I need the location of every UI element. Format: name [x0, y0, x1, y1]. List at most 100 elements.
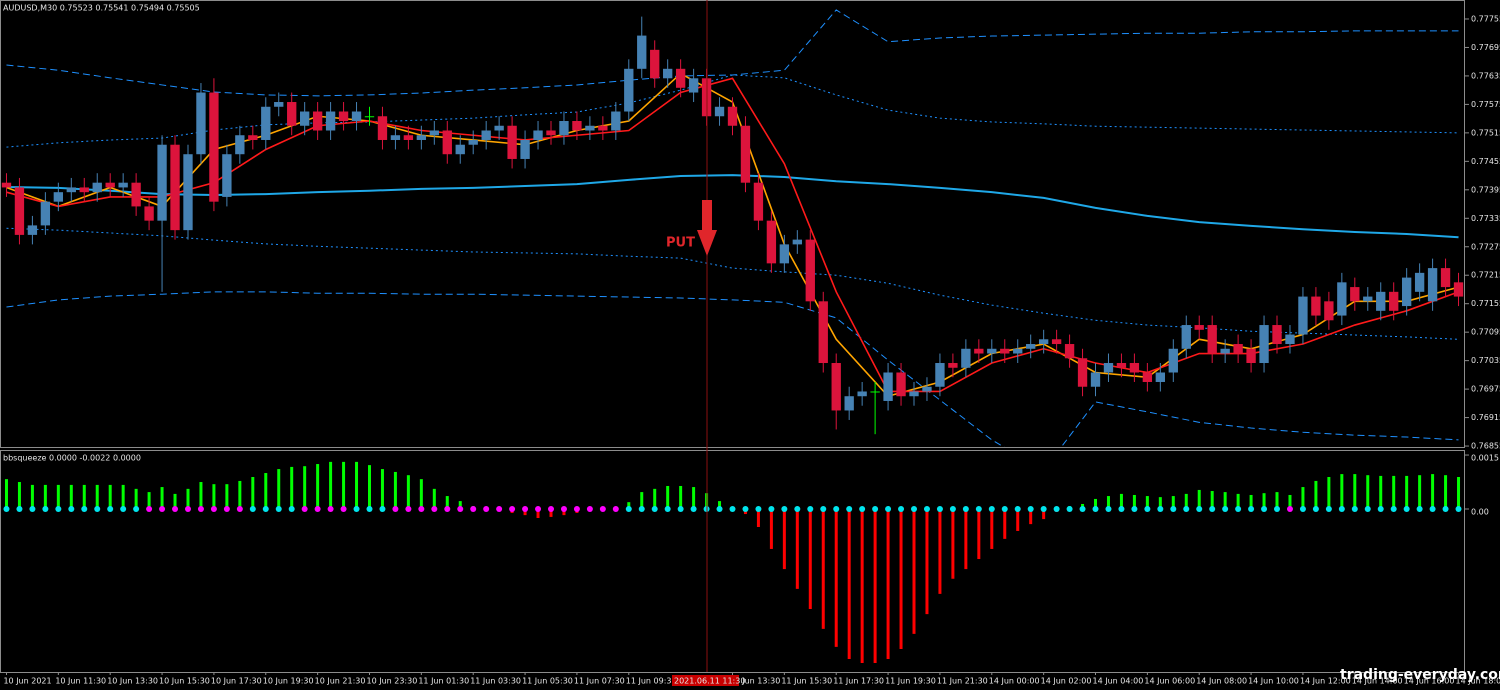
candle-body — [235, 135, 245, 155]
squeeze-dot — [431, 506, 438, 513]
candle-body — [131, 182, 141, 207]
candle-body — [559, 121, 569, 136]
candle-body — [1220, 348, 1230, 354]
squeeze-dot — [690, 506, 697, 513]
candle-body — [1350, 287, 1360, 302]
squeeze-dot — [833, 506, 840, 513]
squeeze-dot — [288, 506, 295, 513]
candle-body — [1311, 296, 1321, 316]
squeeze-dot — [496, 506, 503, 513]
candle-body — [1103, 363, 1114, 373]
candle-body — [1181, 325, 1191, 349]
y-tick-label: 0.77335 — [1471, 214, 1500, 223]
squeeze-dot — [1222, 506, 1229, 513]
candle-body — [1168, 348, 1178, 373]
squeeze-dot — [1429, 506, 1436, 513]
squeeze-dot — [1261, 506, 1268, 513]
squeeze-dot — [781, 506, 788, 513]
candle-body — [1389, 291, 1399, 311]
y-tick-label: 0.77695 — [1471, 43, 1500, 52]
candle-body — [261, 106, 271, 140]
squeeze-dot — [444, 506, 451, 513]
candle-body — [1401, 277, 1412, 307]
squeeze-dot — [1014, 506, 1021, 513]
candle-body — [1000, 348, 1010, 354]
x-tick-label: 10 Jun 17:30 — [211, 677, 262, 686]
squeeze-dot — [509, 506, 516, 513]
squeeze-dot — [677, 506, 684, 513]
squeeze-dot — [81, 506, 88, 513]
squeeze-dot — [470, 506, 477, 513]
candle-body — [183, 154, 193, 231]
candle-body — [209, 92, 219, 202]
squeeze-dot — [172, 506, 179, 513]
candle-body — [481, 130, 491, 140]
y-tick-label: 0.77755 — [1471, 14, 1500, 23]
squeeze-dot — [236, 506, 243, 513]
candle-body — [922, 386, 932, 392]
candle-body — [274, 102, 284, 107]
candle-body — [66, 187, 76, 193]
candle-body — [325, 111, 336, 131]
candle-body — [377, 116, 388, 140]
x-tick-label: 14 Jun 10:00 — [1248, 677, 1299, 686]
y-tick-label: 0.76915 — [1471, 413, 1500, 422]
squeeze-dot — [742, 506, 749, 513]
y-tick-label: 0.77215 — [1471, 271, 1500, 280]
squeeze-dot — [68, 506, 75, 513]
candle-body — [844, 396, 854, 411]
candle-body — [883, 372, 893, 401]
y-tick-label: 0.77395 — [1471, 185, 1500, 194]
squeeze-dot — [1066, 506, 1073, 513]
squeeze-dot — [55, 506, 62, 513]
candle-body — [390, 135, 401, 140]
candle-body — [740, 125, 751, 183]
candle-body — [688, 78, 699, 93]
x-tick-label: 11 Jun 13:30 — [730, 677, 781, 686]
candle-body — [624, 68, 634, 112]
squeeze-dot — [1299, 506, 1306, 513]
squeeze-dot — [366, 506, 373, 513]
candle-body — [1233, 344, 1243, 354]
squeeze-dot — [820, 506, 827, 513]
candle-body — [118, 182, 128, 188]
indicator-line — [6, 77, 1459, 393]
candle-body — [585, 125, 595, 131]
y-tick-label: 0.77635 — [1471, 71, 1500, 80]
squeeze-dot — [223, 506, 230, 513]
candle-body — [870, 391, 880, 393]
squeeze-dot — [586, 506, 593, 513]
candle-body — [1324, 301, 1334, 321]
x-tick-label: 14 Jun 12:00 — [1300, 677, 1351, 686]
squeeze-dot — [184, 506, 191, 513]
squeeze-dot — [1118, 506, 1125, 513]
candle-body — [1453, 282, 1464, 297]
squeeze-dot — [159, 506, 166, 513]
x-tick-label: 11 Jun 05:30 — [522, 677, 573, 686]
squeeze-dot — [1092, 506, 1099, 513]
squeeze-dot — [1131, 506, 1138, 513]
squeeze-dot — [1338, 506, 1345, 513]
candle-body — [442, 130, 452, 155]
candle-body — [1051, 339, 1062, 345]
squeeze-dot — [1183, 506, 1190, 513]
candle-body — [935, 363, 945, 387]
candle-body — [714, 106, 725, 117]
candle-body — [1013, 348, 1023, 354]
squeeze-dot — [1455, 506, 1462, 513]
candle-body — [92, 182, 102, 193]
x-tick-label: 11 Jun 03:30 — [470, 677, 521, 686]
candle-body — [818, 301, 828, 364]
x-tick-label: 11 Jun 01:30 — [418, 677, 469, 686]
squeeze-dot — [612, 506, 619, 513]
candle-body — [1298, 296, 1308, 335]
arrow-head — [697, 230, 717, 256]
x-tick-label: 11 Jun 15:30 — [781, 677, 832, 686]
y-tick-label: 0.77515 — [1471, 128, 1500, 137]
y-tick-label: 0.0015 — [1471, 454, 1499, 463]
x-tick-label: 10 Jun 19:30 — [263, 677, 314, 686]
candle-body — [1272, 325, 1282, 345]
squeeze-dot — [885, 506, 892, 513]
candle-body — [961, 348, 971, 368]
candle-body — [533, 130, 543, 140]
